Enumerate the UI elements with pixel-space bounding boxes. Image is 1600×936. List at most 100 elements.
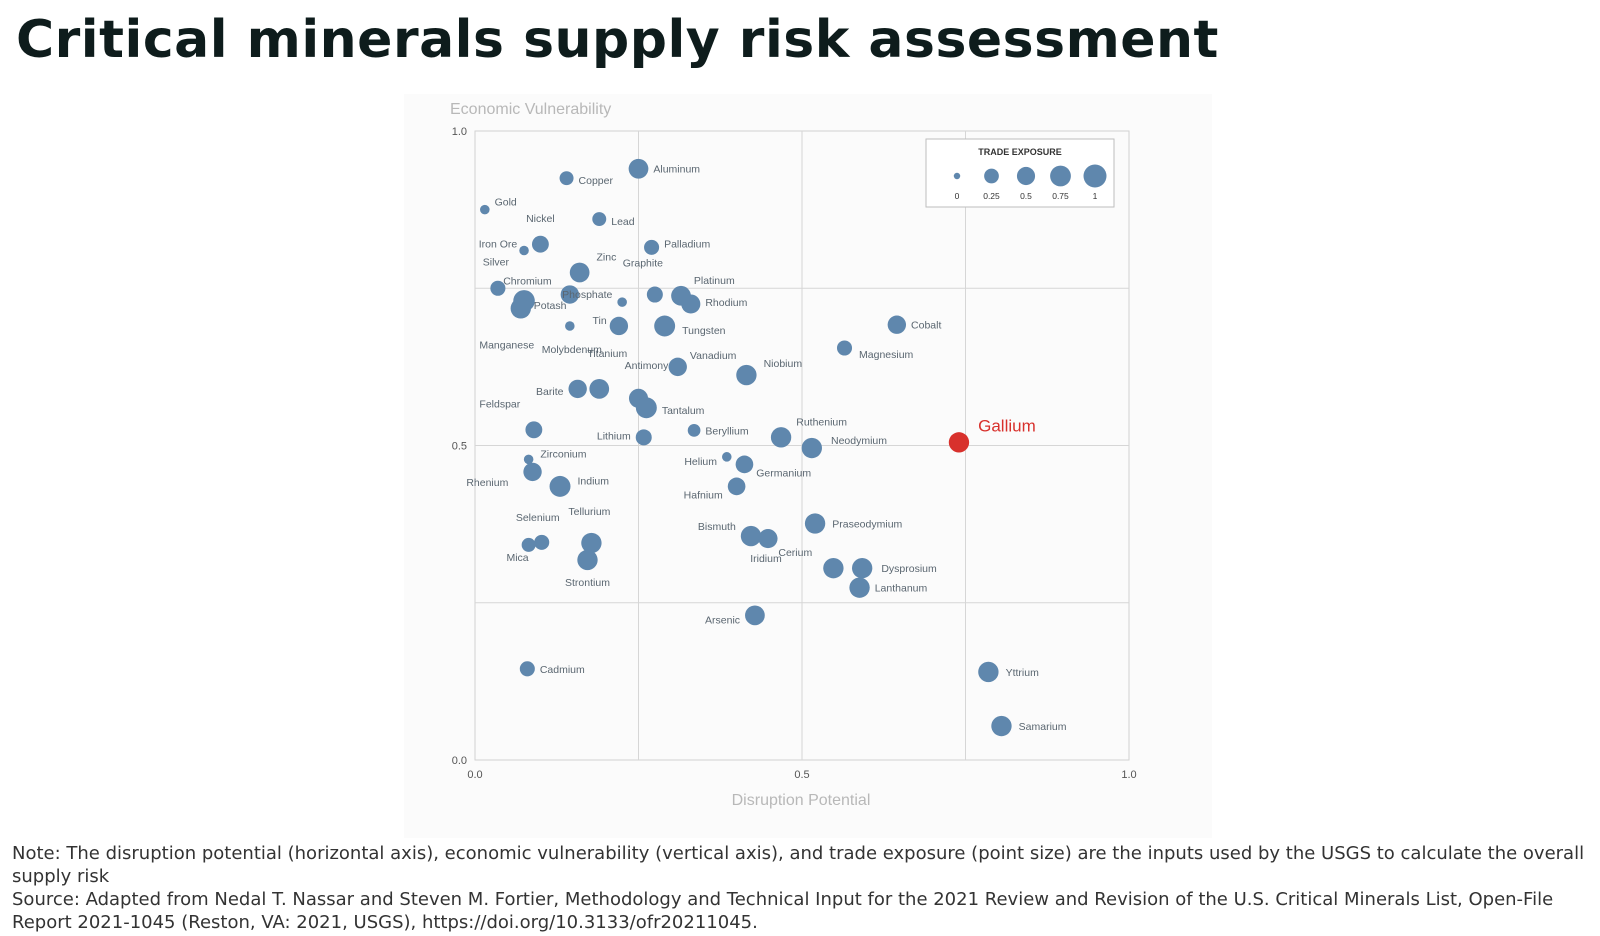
point-strontium — [577, 549, 598, 571]
point-barite — [568, 379, 587, 399]
point-beryllium — [687, 424, 701, 437]
label-nickel: Nickel — [526, 213, 555, 225]
legend-label-0-25: 0.25 — [983, 191, 1000, 201]
legend-label-0-75: 0.75 — [1052, 191, 1069, 201]
label-bismuth: Bismuth — [698, 521, 736, 533]
point-lead — [592, 212, 607, 227]
label-titanium: Titanium — [587, 348, 627, 360]
label-dysprosium: Dysprosium — [881, 563, 937, 575]
label-tungsten: Tungsten — [682, 325, 726, 337]
point-rhenium — [523, 462, 542, 482]
label-strontium: Strontium — [565, 577, 610, 589]
legend-label-1: 1 — [1093, 191, 1098, 201]
label-feldspar: Feldspar — [479, 398, 520, 410]
legend-circle-0 — [953, 172, 961, 180]
label-iron-ore: Iron Ore — [479, 239, 518, 251]
point-nickel — [531, 235, 549, 253]
point-arsenic — [745, 605, 765, 626]
legend-title: TRADE EXPOSURE — [978, 147, 1062, 157]
point-phosphate — [617, 297, 627, 307]
y-axis-label: Economic Vulnerability — [450, 101, 611, 118]
y-tick-label: 1.0 — [452, 126, 467, 138]
label-tin: Tin — [592, 315, 606, 327]
label-samarium: Samarium — [1019, 721, 1067, 733]
x-tick-label: 0.5 — [794, 769, 809, 781]
point-manganese — [510, 298, 531, 319]
point-mica — [521, 537, 536, 552]
point-copper — [559, 171, 574, 186]
point-aluminum — [628, 158, 649, 179]
label-silver: Silver — [483, 257, 510, 269]
point-gallium — [948, 432, 970, 453]
label-rhenium: Rhenium — [466, 477, 508, 489]
point-cadmium — [519, 661, 535, 677]
label-lead: Lead — [611, 216, 635, 228]
notes: Note: The disruption potential (horizont… — [12, 842, 1592, 934]
label-lithium: Lithium — [597, 430, 631, 442]
label-germanium: Germanium — [756, 467, 811, 479]
label-manganese: Manganese — [479, 340, 534, 352]
point-neodymium — [801, 437, 822, 459]
point-praseodymium — [804, 513, 826, 534]
point-selenium — [534, 534, 550, 550]
legend-circle-0-25 — [984, 168, 999, 184]
chart-panel: Economic Vulnerability Disruption Potent… — [404, 94, 1212, 838]
label-antimony: Antimony — [625, 360, 670, 372]
label-niobium: Niobium — [764, 358, 803, 370]
points-layer: Aluminum Copper Gold Lead Nickel Iron Ore Pall… — [466, 158, 1067, 737]
point-molybdenum — [565, 321, 575, 331]
point-yttrium — [978, 661, 999, 683]
point-cerium — [823, 557, 844, 579]
label-arsenic: Arsenic — [705, 614, 740, 626]
point-iridium — [758, 529, 778, 549]
grid-layer — [474, 130, 1130, 761]
legend-circle-0-5 — [1016, 166, 1036, 186]
point-cobalt — [887, 315, 907, 334]
point-bismuth — [740, 525, 762, 547]
point-feldspar — [525, 421, 543, 439]
legend-label-0-5: 0.5 — [1020, 191, 1032, 201]
point-niobium — [736, 364, 757, 386]
label-tellurium: Tellurium — [568, 506, 610, 518]
label-mica: Mica — [506, 552, 528, 564]
point-germanium — [735, 455, 754, 474]
note-text: Note: The disruption potential (horizont… — [12, 843, 1585, 887]
label-helium: Helium — [684, 456, 717, 468]
point-zirconium — [523, 454, 534, 465]
label-gold: Gold — [495, 197, 517, 209]
label-cobalt: Cobalt — [911, 320, 941, 332]
label-rhodium: Rhodium — [705, 297, 747, 309]
label-graphite: Graphite — [623, 258, 663, 270]
label-selenium: Selenium — [516, 512, 560, 524]
y-tick-label: 0.5 — [452, 441, 467, 453]
point-hafnium — [727, 477, 746, 496]
label-copper: Copper — [579, 175, 614, 187]
point-graphite — [646, 286, 663, 303]
scatter-chart: Economic Vulnerability Disruption Potent… — [450, 101, 1137, 809]
label-platinum: Platinum — [694, 275, 735, 287]
label-molybdenum: Molybdenum — [542, 344, 602, 356]
page-title: Critical minerals supply risk assessment — [16, 10, 1219, 70]
label-chromium: Chromium — [503, 276, 552, 288]
label-aluminum: Aluminum — [653, 164, 700, 176]
point-chromium — [560, 285, 580, 304]
label-yttrium: Yttrium — [1006, 667, 1040, 679]
y-tick-label: 0.0 — [452, 755, 467, 767]
label-cerium: Cerium — [778, 547, 812, 559]
point-tellurium — [581, 532, 602, 554]
label-neodymium: Neodymium — [831, 435, 887, 447]
label-palladium: Palladium — [664, 238, 710, 250]
label-potash: Potash — [534, 300, 567, 312]
point-magnesium — [836, 340, 853, 356]
label-vanadium: Vanadium — [690, 350, 737, 362]
point-lanthanum — [849, 577, 870, 598]
label-gallium: Gallium — [978, 416, 1036, 435]
label-beryllium: Beryllium — [705, 425, 748, 437]
ticks-layer: 0.0 0.5 1.0 1.0 0.5 0.0 — [452, 126, 1137, 781]
point-dysprosium — [851, 557, 873, 579]
x-axis-label: Disruption Potential — [732, 792, 871, 809]
legend-circle-0-75 — [1050, 165, 1071, 187]
point-helium — [722, 452, 732, 462]
label-iridium: Iridium — [750, 553, 782, 565]
point-rhodium — [681, 294, 701, 314]
